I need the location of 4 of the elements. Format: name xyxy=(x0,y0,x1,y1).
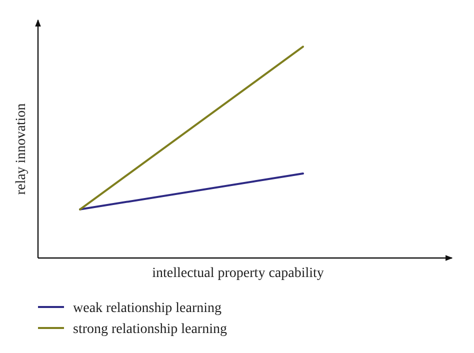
legend-label: weak relationship learning xyxy=(73,301,222,316)
legend-label: strong relationship learning xyxy=(73,322,227,337)
y-axis-title: relay innovation xyxy=(14,103,29,195)
x-axis-title: intellectual property capability xyxy=(152,266,324,281)
